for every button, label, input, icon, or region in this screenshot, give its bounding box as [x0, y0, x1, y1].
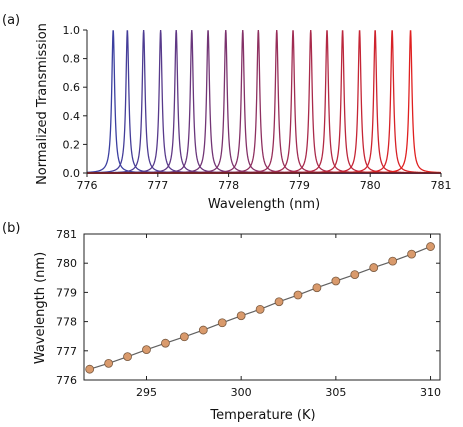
panel-b-y-tick-label: 777 [56, 345, 77, 358]
panel-b-y-tick-label: 781 [56, 228, 77, 241]
panel-a-x-tick-label: 779 [289, 179, 310, 192]
panel-b-axes: 295 300 305 310 776 777 778 779 780 781 [56, 228, 441, 399]
panel-b-frame [83, 233, 441, 381]
panel-b-y-tick-label: 778 [56, 316, 77, 329]
data-point-14 [331, 276, 341, 286]
panel-a-y-tick-label: 0.6 [63, 81, 81, 94]
data-point-13 [312, 283, 322, 293]
data-point-15 [350, 270, 360, 279]
panel-b-x-tick-label: 310 [420, 386, 441, 399]
panel-a-x-tick-label: 778 [218, 179, 239, 192]
panel-a: (a) 776 777 778 779 780 781 0.0 0.2 0.4 0.6 0.8 1.0… [2, 13, 452, 212]
panel-a-ylabel: Normalized Transmission [35, 23, 50, 185]
panel-a-x-tick-label: 776 [77, 179, 98, 192]
panel-b-y-tick-label: 779 [56, 286, 77, 299]
panel-a-y-tick-label: 0.4 [63, 110, 81, 123]
data-point-6 [179, 332, 189, 342]
panel-a-x-tick-label: 781 [431, 179, 452, 192]
data-point-2 [104, 358, 114, 368]
data-point-16 [369, 263, 379, 272]
data-point-11 [274, 297, 284, 307]
transmission-peak-18 [87, 30, 441, 174]
panel-a-y-tick-label: 0.8 [63, 53, 81, 66]
panel-b: (b) 295 300 305 310 776 777 778 779 780 781 Tempe… [2, 221, 441, 423]
data-point-12 [293, 290, 303, 300]
panel-a-label: (a) [2, 13, 20, 28]
panel-b-y-tick-label: 780 [56, 257, 77, 270]
panel-a-xlabel: Wavelength (nm) [208, 197, 320, 212]
data-point-18 [407, 249, 417, 259]
data-point-17 [388, 256, 398, 266]
data-point-9 [236, 311, 246, 321]
data-point-3 [123, 352, 132, 362]
panel-b-ylabel: Wavelength (nm) [33, 252, 48, 364]
panel-b-label: (b) [2, 221, 20, 236]
panel-a-x-tick-label: 777 [147, 179, 168, 192]
panel-a-y-tick-label: 1.0 [63, 24, 81, 37]
panel-b-x-tick-label: 295 [136, 386, 157, 399]
panel-b-xlabel: Temperature (K) [209, 408, 315, 423]
panel-b-y-tick-label: 776 [56, 374, 77, 387]
panel-a-y-tick-label: 0.2 [63, 138, 81, 151]
data-point-1 [85, 364, 95, 374]
data-point-10 [255, 304, 265, 314]
panel-a-axes: 776 777 778 779 780 781 0.0 0.2 0.4 0.6 0.8 1.0 [63, 24, 452, 192]
panel-b-x-tick-label: 300 [231, 386, 252, 399]
panel-a-y-tick-label: 0.0 [63, 167, 81, 180]
panel-b-series [85, 242, 435, 374]
data-point-4 [142, 345, 151, 355]
panel-a-series [86, 29, 442, 174]
data-point-19 [426, 242, 435, 251]
data-point-8 [217, 318, 227, 328]
panel-a-x-tick-label: 780 [360, 179, 381, 192]
data-point-7 [198, 325, 208, 335]
data-point-5 [161, 338, 170, 348]
panel-b-x-tick-label: 305 [325, 386, 346, 399]
